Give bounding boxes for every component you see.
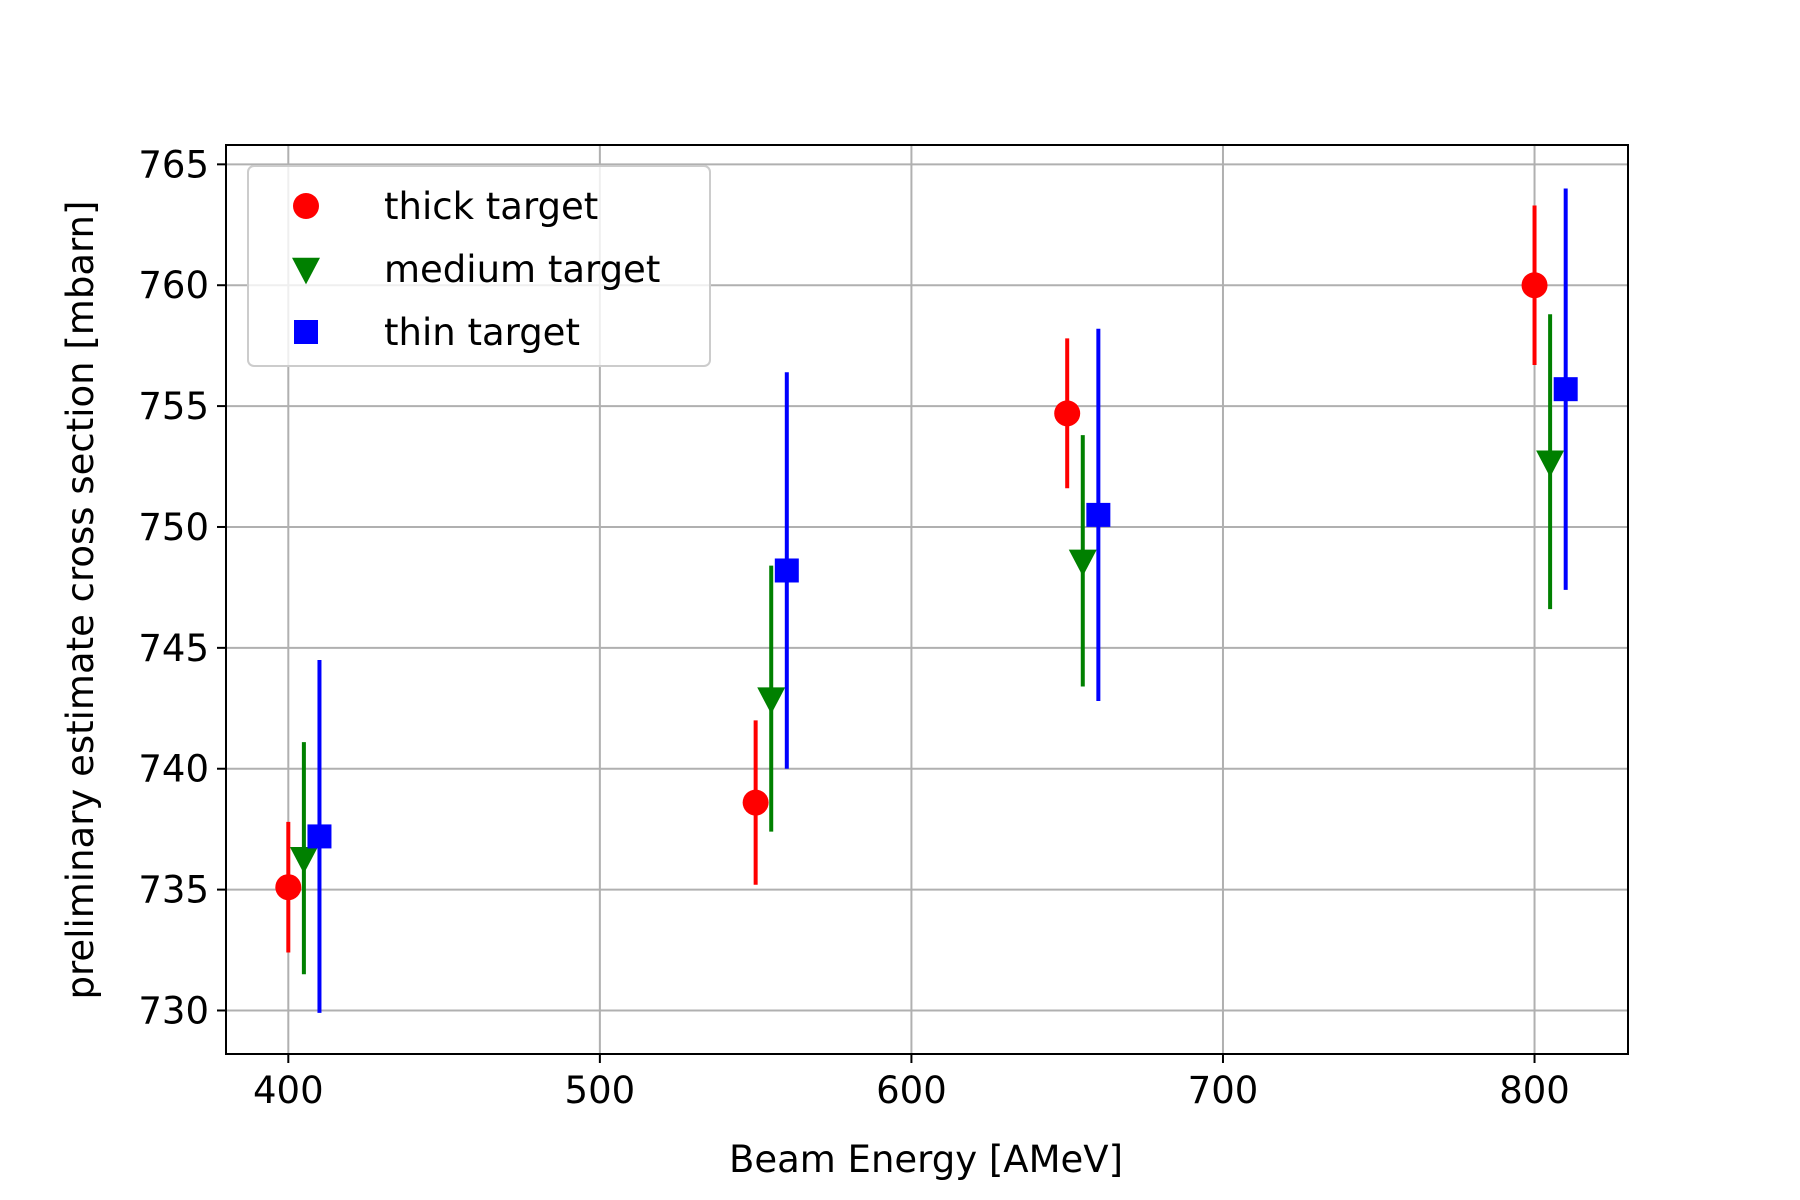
- x-axis-ticks: 400 500 600 700 800: [253, 1054, 1570, 1112]
- data-point: [742, 789, 769, 816]
- y-tick-label: 740: [138, 748, 209, 791]
- data-point: [774, 558, 799, 583]
- data-point: [1521, 272, 1548, 299]
- data-point: [757, 687, 786, 715]
- series-circle: [275, 205, 1548, 953]
- y-tick-label: 735: [138, 869, 209, 912]
- x-tick-label: 800: [1499, 1069, 1570, 1112]
- data-point: [1536, 450, 1565, 478]
- y-tick-label: 750: [138, 506, 209, 549]
- legend-marker: [293, 193, 319, 219]
- x-tick-label: 500: [565, 1069, 636, 1112]
- legend-label: medium target: [384, 248, 660, 291]
- y-axis-label: preliminary estimate cross section [mbar…: [59, 201, 102, 1000]
- data-point: [275, 874, 302, 901]
- x-axis-label: Beam Energy [AMeV]: [729, 1138, 1123, 1181]
- plot-area: [275, 188, 1578, 1013]
- y-axis-ticks: 730 735 740 745 750 755 760 765: [138, 143, 226, 1032]
- data-point: [307, 824, 332, 849]
- legend-marker: [294, 320, 318, 344]
- plot-frame: [225, 144, 1629, 1055]
- legend-marker: [292, 257, 320, 285]
- legend: thick target medium target thin target: [247, 165, 711, 367]
- x-tick-label: 700: [1188, 1069, 1259, 1112]
- data-point: [1054, 400, 1081, 427]
- data-point: [1086, 502, 1111, 527]
- legend-label: thin target: [384, 311, 580, 354]
- y-tick-label: 765: [138, 143, 209, 186]
- y-tick-label: 755: [138, 385, 209, 428]
- grid: [226, 145, 1628, 1054]
- x-tick-label: 400: [253, 1069, 324, 1112]
- legend-box: [247, 165, 711, 367]
- series-triangle-down: [289, 314, 1565, 975]
- data-point: [1068, 549, 1097, 577]
- data-point: [1553, 377, 1578, 402]
- series-square: [307, 188, 1578, 1013]
- y-tick-label: 760: [138, 264, 209, 307]
- legend-label: thick target: [384, 185, 598, 228]
- y-tick-label: 730: [138, 989, 209, 1032]
- x-tick-label: 600: [876, 1069, 947, 1112]
- y-tick-label: 745: [138, 627, 209, 670]
- data-point: [289, 846, 318, 874]
